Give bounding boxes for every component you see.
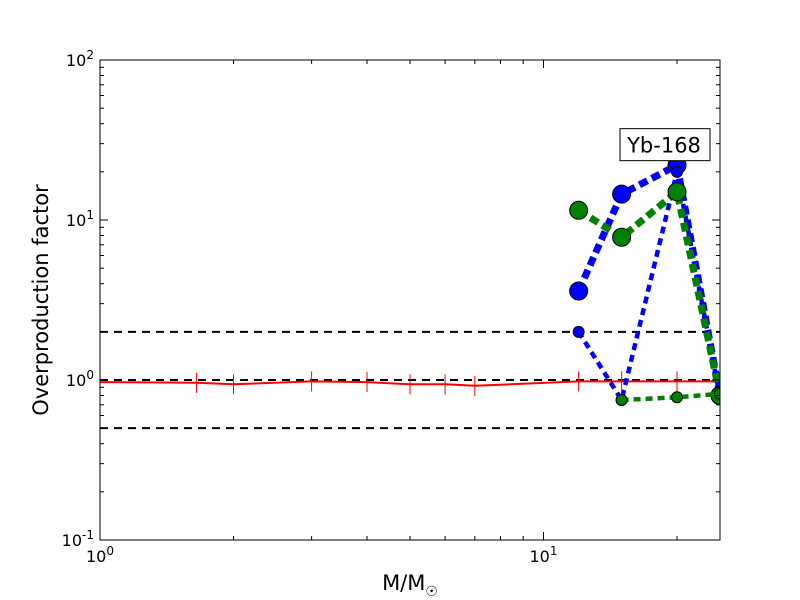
series-line: [576, 185, 720, 397]
y-tick-label: 10-1: [62, 528, 94, 550]
data-point: [612, 184, 632, 204]
y-tick-label: 100: [66, 368, 94, 390]
y-tick-label: 101: [66, 208, 94, 230]
x-axis-label: M/M☉: [382, 571, 438, 600]
data-point: [714, 387, 720, 400]
plot-content: [100, 155, 720, 430]
data-point: [671, 165, 684, 178]
y-axis-label: Overproduction factor: [29, 184, 53, 416]
data-point: [667, 182, 687, 202]
annotation-label: Yb-168: [626, 134, 701, 158]
annotation-box: [619, 128, 711, 162]
annotation-layer: Yb-168: [619, 128, 711, 162]
series-line: [621, 391, 720, 403]
series-line: [576, 171, 720, 406]
x-tick-label: 101: [530, 544, 558, 566]
data-point: [615, 393, 628, 406]
data-point: [612, 227, 632, 247]
data-point: [671, 391, 684, 404]
y-tick-label: 102: [66, 48, 94, 70]
data-point: [569, 200, 589, 220]
x-tick-label: 100: [86, 544, 114, 566]
data-point: [572, 325, 585, 338]
series-line: [100, 380, 720, 387]
data-point: [569, 281, 589, 301]
